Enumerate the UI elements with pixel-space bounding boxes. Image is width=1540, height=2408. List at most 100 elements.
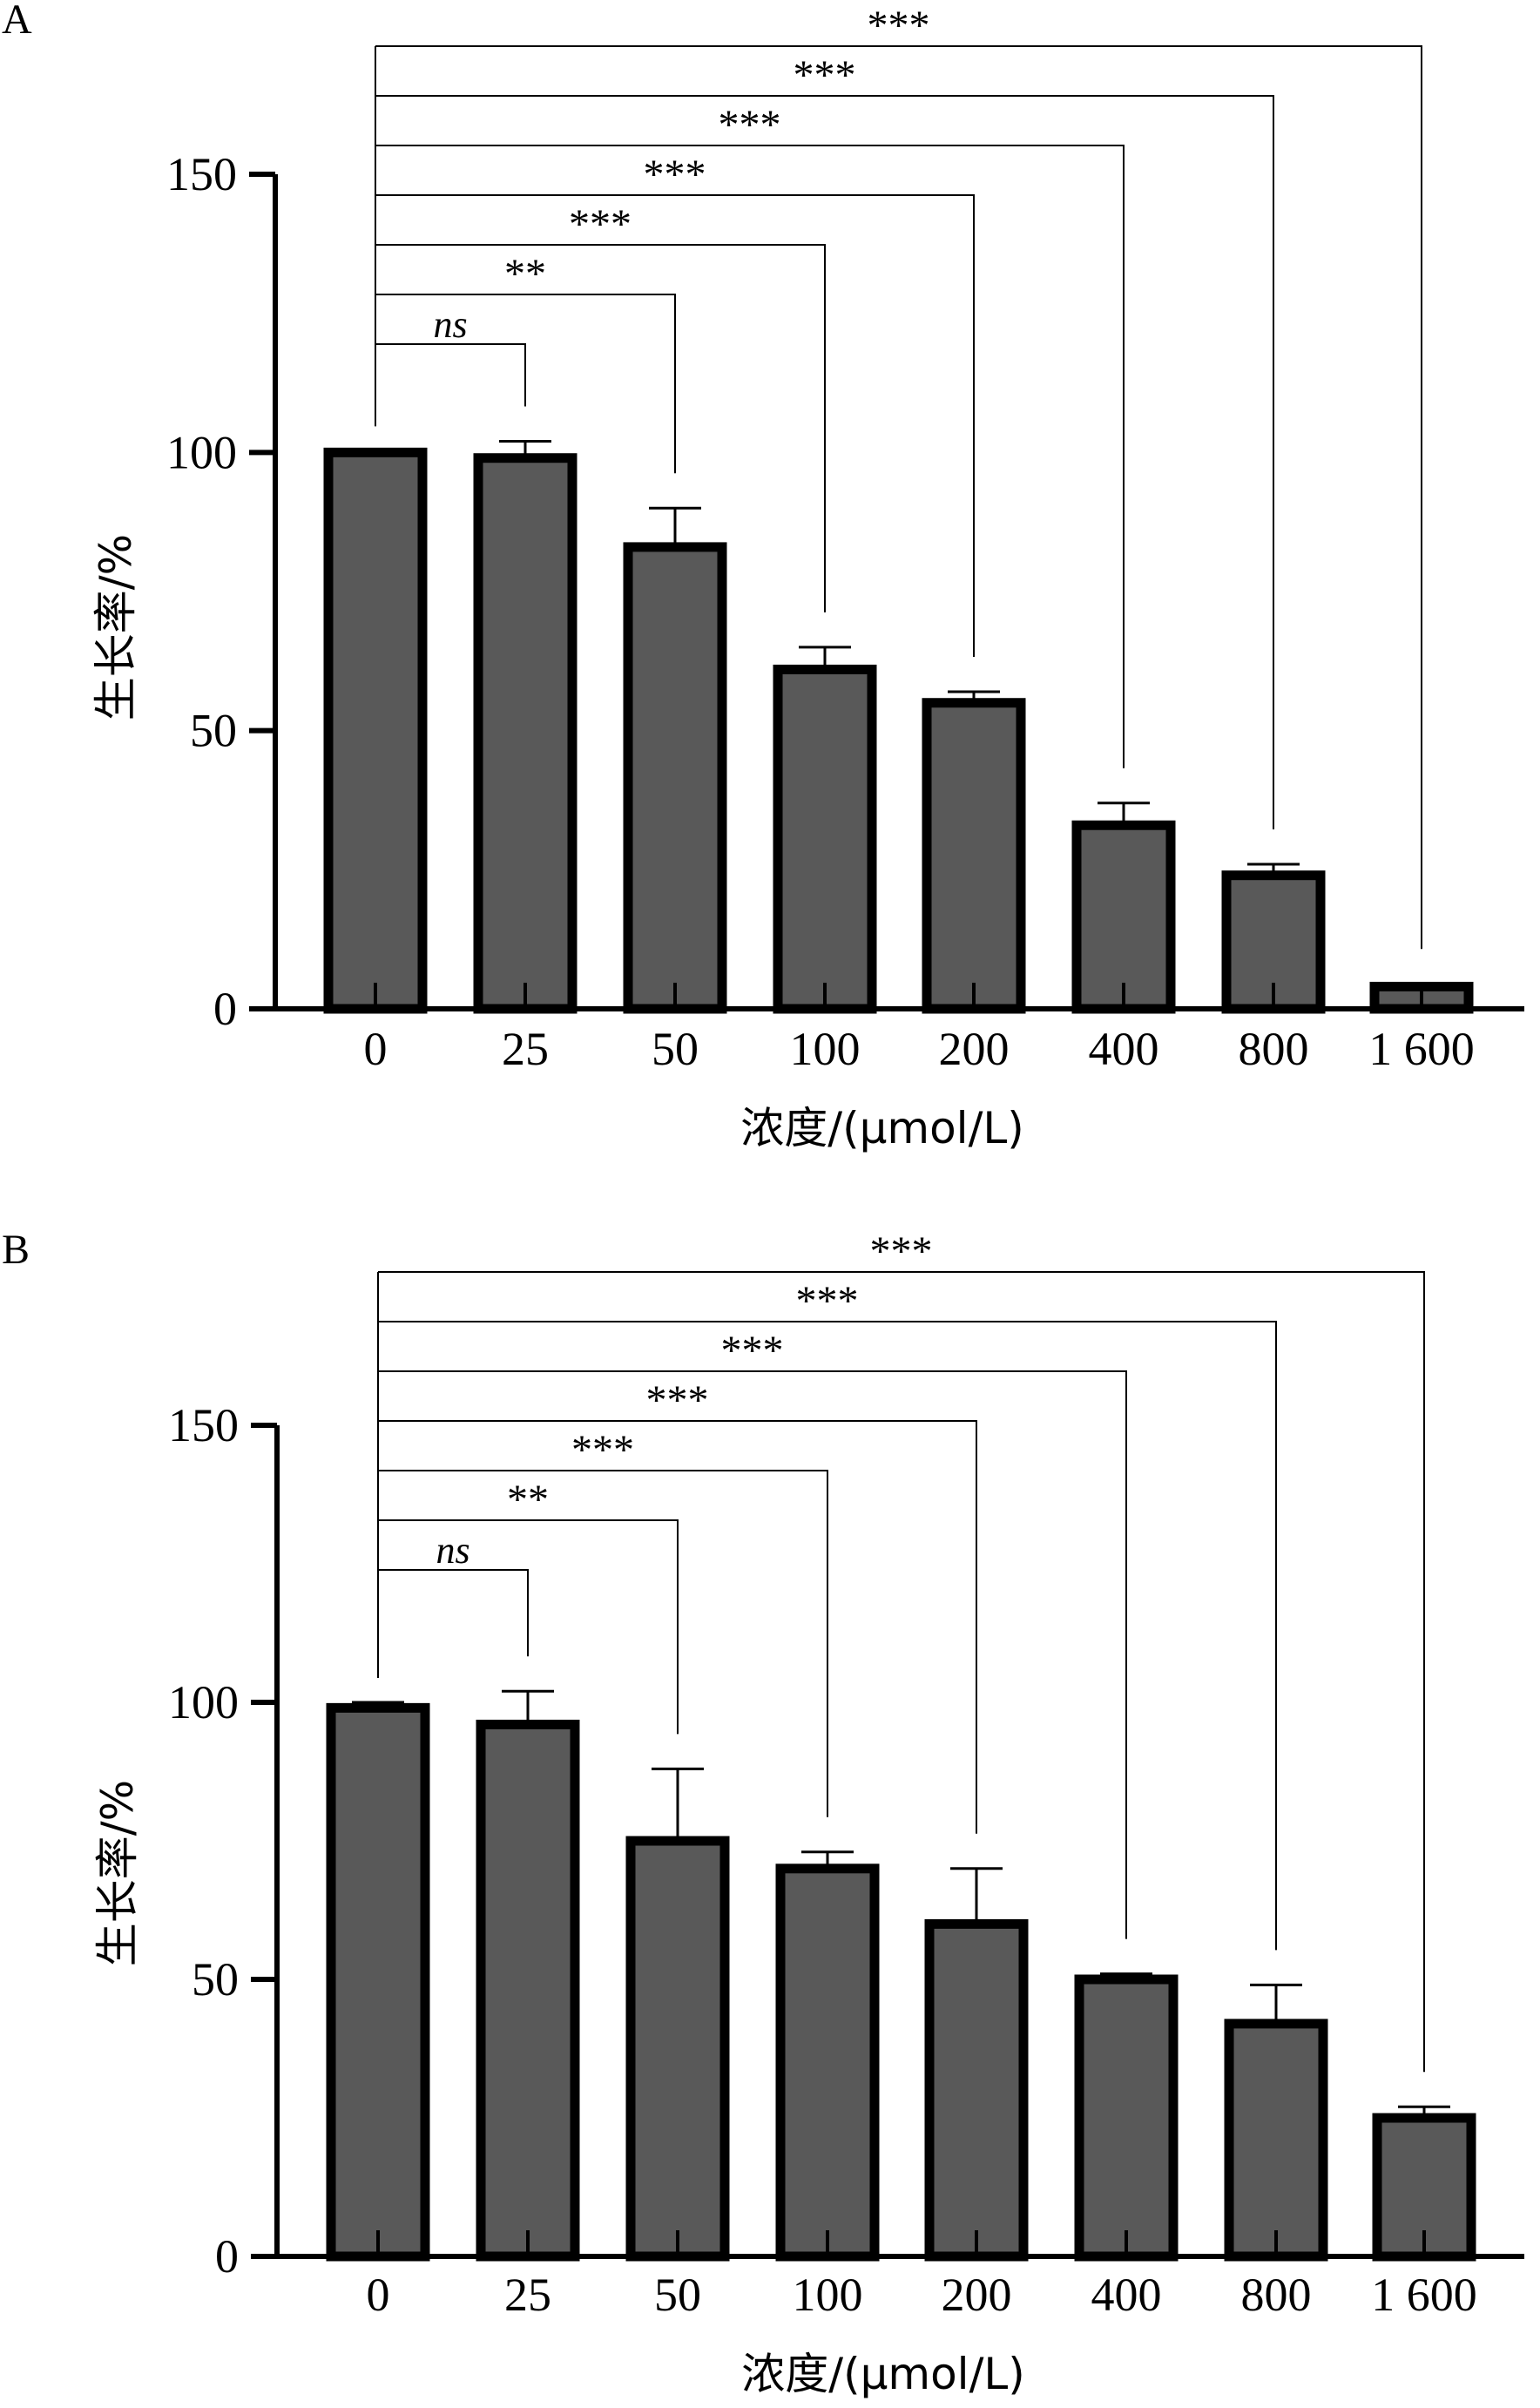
x-tick-label: 400 xyxy=(1089,1023,1159,1075)
error-bar xyxy=(1250,1983,1302,2024)
y-tick-label: 0 xyxy=(213,983,237,1035)
x-axis-title: 浓度/(μmol/L) xyxy=(741,2349,1025,2399)
bar xyxy=(775,1863,880,2262)
bar xyxy=(1074,1974,1179,2262)
y-tick-label: 0 xyxy=(215,2230,239,2283)
bar xyxy=(1071,820,1176,1014)
y-tick-label: 150 xyxy=(166,148,237,200)
error-bar xyxy=(652,1767,704,1841)
panel-label: A xyxy=(2,0,32,43)
x-tick-label: 50 xyxy=(652,1023,699,1075)
error-bar xyxy=(950,1867,1003,1924)
significance-bracket: ns xyxy=(375,303,526,407)
bracket-line xyxy=(375,194,975,657)
y-tick-label: 100 xyxy=(166,426,237,478)
bracket-line xyxy=(378,1519,679,1735)
x-tick-label: 0 xyxy=(367,2269,390,2321)
bracket-line xyxy=(378,1271,1425,2073)
bracket-line xyxy=(378,1420,977,1834)
bracket-line xyxy=(375,294,676,474)
x-tick-label: 800 xyxy=(1241,2269,1312,2321)
error-bar xyxy=(1247,862,1300,876)
y-tick-label: 100 xyxy=(168,1676,239,1728)
x-tick-label: 200 xyxy=(939,1023,1010,1075)
bar xyxy=(625,1836,730,2262)
x-tick-label: 100 xyxy=(790,1023,861,1075)
significance-label: *** xyxy=(719,102,781,148)
bar xyxy=(326,1702,430,2262)
significance-bracket: ** xyxy=(378,1477,679,1735)
bar xyxy=(323,447,428,1014)
significance-bracket: *** xyxy=(375,52,1274,829)
error-bar xyxy=(799,646,851,670)
significance-label: *** xyxy=(870,1228,933,1275)
error-bar xyxy=(349,449,402,453)
x-axis-title: 浓度/(μmol/L) xyxy=(740,1103,1024,1153)
significance-bracket: *** xyxy=(378,1377,977,1834)
significance-bracket: *** xyxy=(375,201,826,612)
x-tick-label: 200 xyxy=(942,2269,1012,2321)
significance-label: ** xyxy=(504,251,546,297)
significance-label: *** xyxy=(868,3,930,49)
significance-bracket: ** xyxy=(375,251,676,474)
significance-bracket: *** xyxy=(378,1427,828,1817)
bar xyxy=(473,453,578,1014)
y-tick-label: 150 xyxy=(168,1399,239,1451)
significance-label: ns xyxy=(433,303,467,346)
bracket-line xyxy=(375,343,526,407)
bracket-line xyxy=(378,1321,1277,1951)
significance-label: *** xyxy=(571,1427,634,1473)
x-tick-label: 0 xyxy=(364,1023,388,1075)
significance-label: *** xyxy=(796,1278,859,1324)
bar xyxy=(924,1918,1029,2262)
significance-label: *** xyxy=(794,52,856,98)
error-bar xyxy=(352,1701,404,1708)
x-tick-label: 400 xyxy=(1091,2269,1162,2321)
y-axis-title: 生长率/% xyxy=(91,534,141,720)
significance-bracket: *** xyxy=(378,1228,1425,2073)
bar xyxy=(1224,2019,1328,2262)
error-bar xyxy=(1398,2105,1450,2118)
significance-label: ** xyxy=(507,1477,549,1523)
bar xyxy=(476,1719,580,2262)
x-tick-label: 25 xyxy=(504,2269,551,2321)
error-bar xyxy=(948,690,1000,703)
significance-label: *** xyxy=(644,152,706,198)
significance-bracket: *** xyxy=(378,1328,1127,1939)
error-bar xyxy=(1100,1972,1152,1979)
significance-bracket: ns xyxy=(378,1529,529,1657)
x-tick-label: 1 600 xyxy=(1368,1023,1475,1075)
significance-label: *** xyxy=(721,1328,784,1374)
bar xyxy=(623,542,727,1014)
significance-label: *** xyxy=(646,1377,709,1424)
bracket-line xyxy=(378,1569,529,1657)
x-tick-label: 800 xyxy=(1239,1023,1309,1075)
x-tick-label: 25 xyxy=(502,1023,549,1075)
error-bar xyxy=(502,1689,554,1725)
significance-bracket: *** xyxy=(378,1278,1277,1951)
bracket-line xyxy=(375,145,1125,768)
bar xyxy=(922,698,1026,1014)
significance-bracket: *** xyxy=(375,102,1125,768)
x-tick-label: 50 xyxy=(654,2269,701,2321)
bracket-line xyxy=(375,95,1274,829)
x-tick-label: 1 600 xyxy=(1371,2269,1477,2321)
error-bar xyxy=(649,506,701,547)
significance-label: ns xyxy=(436,1529,469,1572)
y-tick-label: 50 xyxy=(192,1953,239,2006)
significance-bracket: *** xyxy=(375,152,975,657)
bracket-line xyxy=(375,45,1422,950)
error-bar xyxy=(801,1850,854,1869)
significance-bracket: *** xyxy=(375,3,1422,950)
y-tick-label: 50 xyxy=(190,705,237,757)
y-axis-title: 生长率/% xyxy=(92,1780,143,1966)
panel-label: B xyxy=(2,1227,30,1273)
bracket-line xyxy=(375,244,826,612)
bracket-line xyxy=(378,1370,1127,1939)
bracket-line xyxy=(378,1470,828,1817)
error-bar xyxy=(1098,802,1150,826)
error-bar xyxy=(499,440,551,458)
